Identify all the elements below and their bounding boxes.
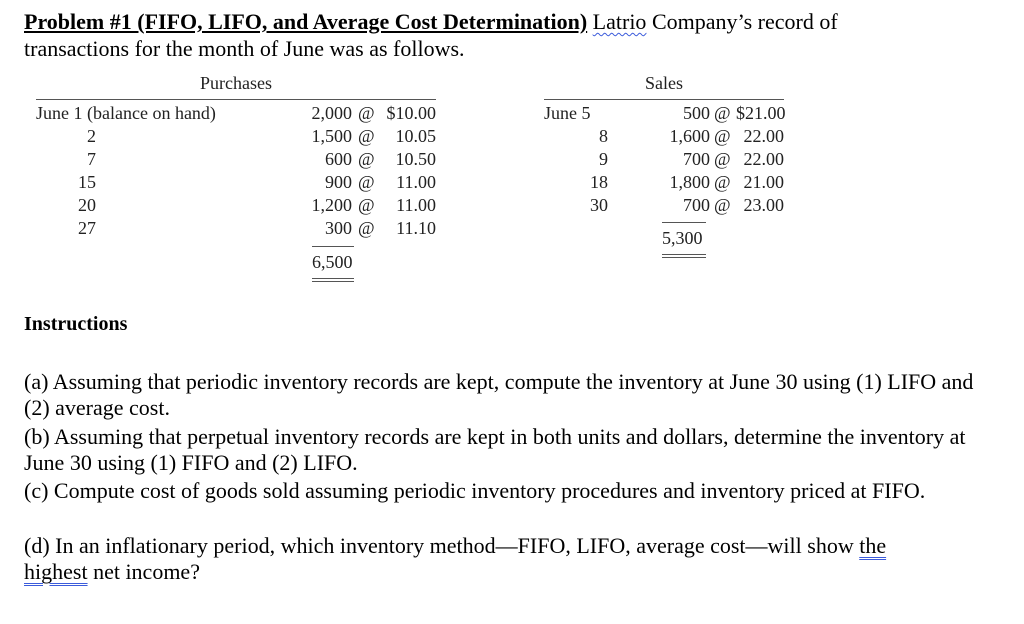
purchases-total: 6,500 <box>312 252 353 272</box>
row-quantity: 1,500 <box>311 126 353 146</box>
instructions-heading: Instructions <box>24 313 128 335</box>
sales-header: Sales <box>645 73 683 93</box>
row-quantity: 700 <box>683 149 710 169</box>
row-date: June 5 <box>544 103 591 123</box>
sales-header-rule <box>544 99 784 100</box>
row-date: 20 <box>78 195 96 215</box>
row-unit-price: 11.00 <box>396 195 436 215</box>
row-date: 2 <box>87 126 96 146</box>
company-name: Latrio <box>592 9 647 34</box>
instruction-d: (d) In an inflationary period, which inv… <box>24 533 984 585</box>
row-unit-price: 11.00 <box>396 172 436 192</box>
sales-total-double-rule <box>662 254 706 258</box>
sales-total-rule <box>662 222 706 223</box>
row-unit-price: $10.00 <box>386 103 437 123</box>
row-at-sign: @ <box>358 149 375 169</box>
row-quantity: 1,200 <box>311 195 353 215</box>
row-quantity: 1,600 <box>669 126 711 146</box>
sales-total: 5,300 <box>662 228 703 248</box>
row-at-sign: @ <box>714 195 731 215</box>
row-quantity: 700 <box>683 195 710 215</box>
row-unit-price: 22.00 <box>743 126 785 146</box>
instruction-b: (b) Assuming that perpetual inventory re… <box>24 424 966 475</box>
row-at-sign: @ <box>358 126 375 146</box>
purchases-total-double-rule <box>312 278 354 282</box>
purchases-total-rule <box>312 246 354 247</box>
instruction-c: (c) Compute cost of goods sold assuming … <box>24 478 926 503</box>
row-quantity: 600 <box>325 149 352 169</box>
row-at-sign: @ <box>714 103 731 123</box>
row-date: 15 <box>78 172 96 192</box>
row-unit-price: $21.00 <box>736 103 786 123</box>
row-date: 27 <box>78 218 96 238</box>
title-rest: Company’s record of <box>646 9 838 34</box>
row-quantity: 2,000 <box>311 103 353 123</box>
row-at-sign: @ <box>358 103 375 123</box>
row-date: 9 <box>599 149 608 169</box>
row-at-sign: @ <box>358 218 375 238</box>
instruction-a: (a) Assuming that periodic inventory rec… <box>24 369 974 420</box>
row-unit-price: 10.50 <box>395 149 437 169</box>
row-quantity: 300 <box>325 218 352 238</box>
problem-subtitle: transactions for the month of June was a… <box>24 36 465 61</box>
row-at-sign: @ <box>714 126 731 146</box>
row-quantity: 500 <box>683 103 710 123</box>
row-date: 30 <box>590 195 608 215</box>
instruction-d-end: net income? <box>87 559 200 584</box>
instruction-d-emph-the: the <box>859 533 887 558</box>
row-date: 18 <box>590 172 608 192</box>
row-unit-price: 22.00 <box>743 149 785 169</box>
row-at-sign: @ <box>358 195 375 215</box>
purchases-header-rule <box>36 99 436 100</box>
instruction-d-emph-highest: highest <box>24 559 88 584</box>
row-at-sign: @ <box>358 172 375 192</box>
purchases-header: Purchases <box>200 73 272 93</box>
row-unit-price: 11.10 <box>396 218 436 238</box>
row-date: 7 <box>87 149 96 169</box>
row-quantity: 1,800 <box>669 172 711 192</box>
row-unit-price: 10.05 <box>395 126 437 146</box>
row-at-sign: @ <box>714 149 731 169</box>
row-unit-price: 23.00 <box>743 195 785 215</box>
row-at-sign: @ <box>714 172 731 192</box>
problem-label: Problem #1 (FIFO, LIFO, and Average Cost… <box>24 9 588 34</box>
problem-title: Problem #1 (FIFO, LIFO, and Average Cost… <box>24 8 838 35</box>
row-unit-price: 21.00 <box>743 172 785 192</box>
row-date: 8 <box>599 126 608 146</box>
row-quantity: 900 <box>325 172 352 192</box>
instruction-d-text: (d) In an inflationary period, which inv… <box>24 533 860 558</box>
row-date: June 1 (balance on hand) <box>36 103 216 123</box>
